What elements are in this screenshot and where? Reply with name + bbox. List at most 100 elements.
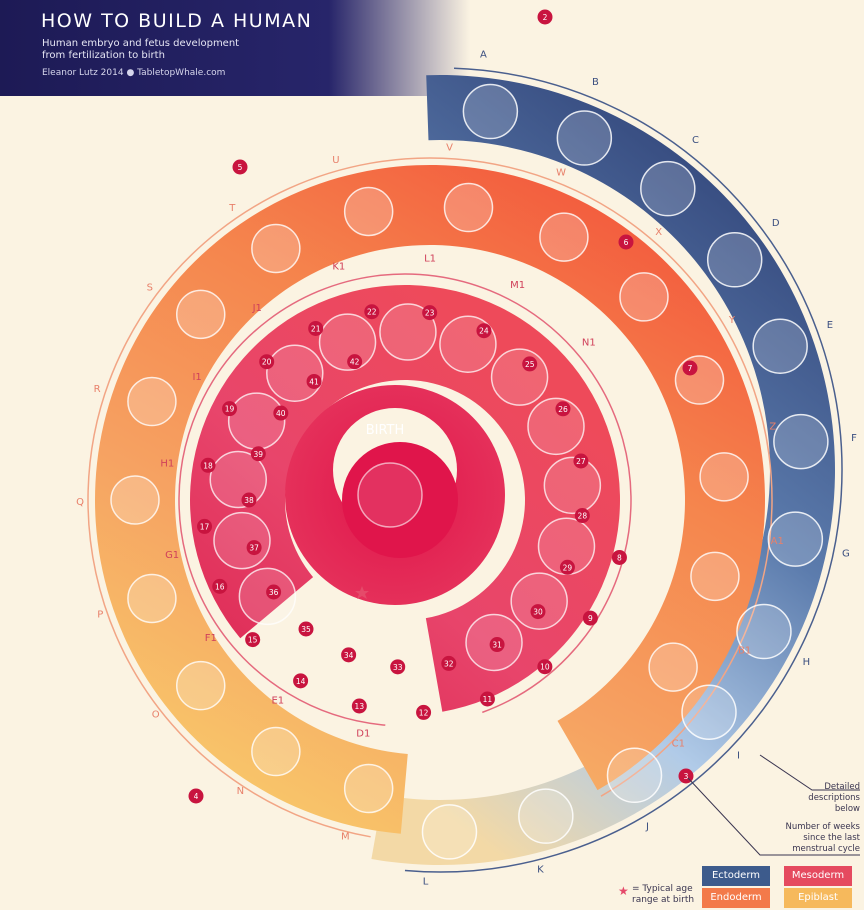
week-marker: 6	[618, 234, 634, 250]
svg-text:30: 30	[533, 608, 543, 617]
svg-text:4: 4	[194, 792, 199, 801]
weeks-note: Number of weeks since the last menstrual…	[760, 822, 860, 855]
legend-mesoderm: Mesoderm	[784, 866, 852, 886]
week-marker: 31	[489, 637, 505, 653]
week-marker: 5	[232, 159, 248, 175]
detail-callout-line	[759, 754, 860, 791]
detail-note-line-3: below	[834, 804, 860, 814]
stage-letter: H	[803, 657, 811, 668]
legend-epiblast-label: Epiblast	[798, 892, 838, 903]
week-marker: 33	[390, 659, 406, 675]
svg-text:15: 15	[248, 636, 258, 645]
week-marker: 38	[241, 492, 257, 508]
embryo-icon	[606, 747, 663, 804]
embryo-icon	[767, 511, 824, 567]
legend-endoderm: Endoderm	[702, 888, 770, 908]
fetus-icon	[213, 511, 271, 570]
svg-text:37: 37	[249, 544, 259, 553]
fetus-icon	[227, 392, 286, 450]
stage-letter: E	[827, 320, 833, 331]
svg-text:27: 27	[576, 457, 586, 466]
embryo-icon	[690, 551, 740, 602]
svg-text:26: 26	[558, 405, 568, 414]
stage-letter: N	[237, 786, 244, 797]
detail-note: Detailed descriptions below	[770, 782, 860, 815]
embryo-icon	[343, 763, 394, 814]
week-marker: 23	[422, 305, 438, 321]
svg-text:5: 5	[238, 163, 243, 172]
stage-letter: R	[94, 384, 101, 395]
svg-text:23: 23	[425, 309, 435, 318]
stage-letter: L	[423, 877, 429, 888]
legend-star-icon: ★	[618, 884, 629, 898]
week-marker: 7	[682, 360, 698, 376]
embryo-icon	[175, 289, 226, 340]
stage-letter: D	[772, 218, 780, 229]
stage-letter: X	[655, 227, 662, 238]
detail-note-line-2: descriptions	[808, 793, 860, 803]
week-marker: 16	[212, 578, 228, 594]
stage-letter: M	[341, 832, 350, 843]
embryo-icon	[699, 452, 749, 502]
stage-letter: C1	[672, 739, 685, 750]
svg-text:29: 29	[563, 563, 573, 572]
svg-text:12: 12	[419, 708, 429, 717]
svg-text:21: 21	[311, 324, 321, 333]
week-marker: 24	[476, 323, 492, 339]
svg-text:39: 39	[254, 450, 264, 459]
svg-text:38: 38	[244, 496, 254, 505]
week-marker: 40	[273, 405, 289, 421]
birth-label: BIRTH	[366, 423, 405, 438]
fetus-icon	[266, 344, 324, 402]
weeks-callout-line	[687, 777, 860, 856]
weeks-note-line-3: menstrual cycle	[792, 844, 860, 854]
svg-text:7: 7	[688, 364, 693, 373]
week-marker: 25	[522, 356, 538, 372]
star-note-line-2: range at birth	[632, 895, 695, 905]
stage-letter: O	[152, 709, 160, 720]
stage-letter: K1	[332, 261, 345, 272]
fetus-icon	[490, 348, 549, 406]
svg-text:10: 10	[540, 663, 550, 672]
legend-epiblast: Epiblast	[784, 888, 852, 908]
stage-letter: P	[97, 609, 103, 620]
embryo-icon	[251, 726, 301, 777]
svg-text:17: 17	[200, 522, 210, 531]
star-note: = Typical age range at birth	[632, 884, 694, 906]
title-banner: HOW TO BUILD A HUMAN Human embryo and fe…	[0, 0, 470, 96]
svg-text:3: 3	[684, 772, 689, 781]
stage-letter: Q	[76, 497, 84, 508]
embryo-icon	[674, 355, 725, 405]
svg-text:18: 18	[203, 461, 213, 470]
week-marker: 27	[573, 453, 589, 469]
page-title: HOW TO BUILD A HUMAN	[41, 10, 313, 32]
svg-text:8: 8	[617, 553, 622, 562]
embryo-icon	[443, 182, 494, 233]
subtitle-line-1: Human embryo and fetus development	[42, 38, 240, 49]
week-marker: 19	[222, 401, 238, 417]
embryo-icon	[127, 573, 177, 624]
inner-ring-band	[189, 285, 620, 712]
svg-text:40: 40	[276, 409, 286, 418]
embryo-icon	[736, 603, 792, 660]
legend-ectoderm: Ectoderm	[702, 866, 770, 886]
stage-letter: G	[842, 548, 850, 559]
stage-letter: Y	[728, 315, 736, 326]
embryo-icon	[752, 318, 808, 374]
svg-text:33: 33	[393, 663, 403, 672]
week-marker: 2	[537, 9, 553, 25]
stage-letter: I1	[192, 372, 201, 383]
core-inner	[342, 442, 458, 558]
svg-text:24: 24	[479, 327, 489, 336]
week-marker: 12	[416, 704, 432, 720]
svg-text:19: 19	[225, 405, 235, 414]
svg-text:6: 6	[624, 238, 629, 247]
embryo-icon	[110, 475, 160, 525]
stage-letter: Z	[769, 422, 776, 433]
stage-letter: J1	[252, 303, 262, 314]
week-marker: 10	[537, 659, 553, 675]
embryo-icon	[773, 413, 829, 470]
stage-letter: L1	[424, 253, 436, 264]
